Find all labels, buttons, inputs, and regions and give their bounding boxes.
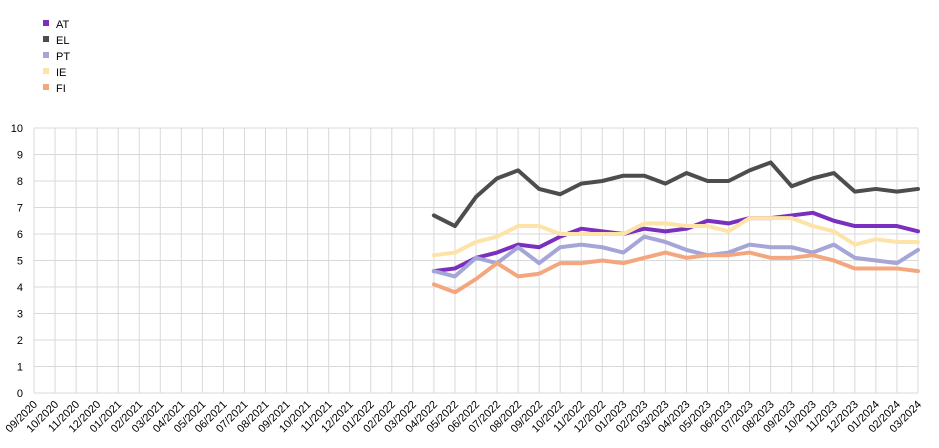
x-axis-ticks: 09/202010/202011/202012/202001/202102/20… <box>4 399 925 436</box>
y-tick-label: 0 <box>17 388 23 400</box>
series-line-at <box>431 210 920 274</box>
legend-swatch-pt <box>43 52 49 58</box>
series-lines <box>431 160 920 295</box>
legend-label-pt: PT <box>56 51 70 63</box>
y-tick-label: 4 <box>17 282 23 294</box>
legend-swatch-at <box>43 20 49 26</box>
y-tick-label: 5 <box>17 256 23 268</box>
legend-swatch-el <box>43 36 49 42</box>
series-line-pt <box>431 234 920 279</box>
legend-swatch-fi <box>43 84 49 90</box>
grid <box>33 127 919 394</box>
series-line-fi <box>431 250 920 295</box>
y-axis-ticks: 0 1 2 3 4 5 6 7 8 9 10 <box>11 123 23 400</box>
legend: AT EL PT IE FI <box>43 19 70 95</box>
legend-label-at: AT <box>56 19 70 31</box>
legend-label-el: EL <box>56 35 69 47</box>
y-tick-label: 2 <box>17 335 23 347</box>
y-tick-label: 10 <box>11 123 23 135</box>
y-tick-label: 3 <box>17 309 23 321</box>
legend-swatch-ie <box>43 68 49 74</box>
y-tick-label: 7 <box>17 203 23 215</box>
y-tick-label: 1 <box>17 362 23 374</box>
legend-label-ie: IE <box>56 67 66 79</box>
series-line-el <box>431 160 920 229</box>
series-line-ie <box>431 216 920 258</box>
y-tick-label: 8 <box>17 176 23 188</box>
legend-label-fi: FI <box>56 83 66 95</box>
y-tick-label: 9 <box>17 150 23 162</box>
y-tick-label: 6 <box>17 229 23 241</box>
